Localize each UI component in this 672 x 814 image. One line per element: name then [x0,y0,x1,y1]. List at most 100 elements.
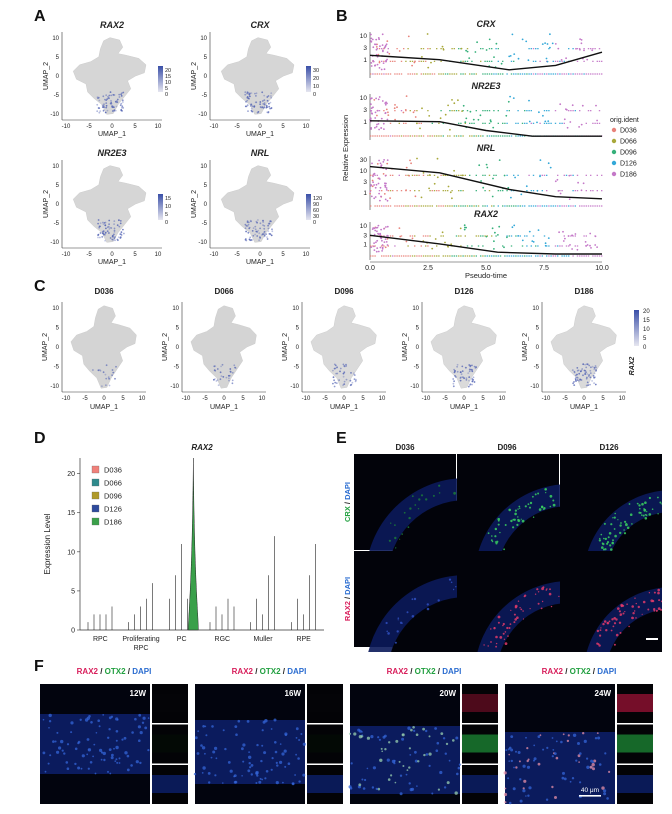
umap-expressing-cell [262,221,265,224]
pseudotime-cell [462,60,464,62]
scale-label: 30 [313,214,319,220]
pseudotime-cell [385,189,388,191]
stain-signal [653,609,656,612]
pseudotime-cell [596,255,598,257]
pseudotime-cell [513,224,516,227]
umap-cells [190,305,257,389]
pseudotime-cell [461,174,464,177]
pseudotime-cell [409,190,411,192]
pseudotime-cell [376,109,379,112]
pseudotime-cell [566,126,569,129]
nucleus [95,732,98,734]
nucleus [562,771,565,775]
pseudotime-cell [378,159,380,162]
pseudotime-cell [460,190,462,192]
umap-expressing-cell [244,227,247,230]
pseudotime-cell [510,190,513,192]
pseudotime-cell [469,255,471,257]
pseudotime-cell [510,235,513,237]
pseudotime-cell [596,174,598,176]
pseudotime-cell [407,73,409,75]
pseudotime-cell [510,73,513,75]
nucleus [263,751,267,755]
umap-expressing-cell [471,368,474,371]
stain-signal [455,586,457,588]
nucleus [222,729,225,732]
pseudotime-cell [547,120,550,122]
stain-signal [417,508,420,510]
pseudotime-cell [371,162,373,165]
pseudotime-cell [394,205,396,207]
pseudotime-cell [429,135,431,137]
stain-signal [503,638,506,640]
stain-signal [537,602,540,605]
pseudotime-cell [475,73,477,75]
pseudotime-cell [422,235,425,237]
nucleus [555,756,559,760]
pseudotime-cell [386,118,389,121]
nucleus [261,744,264,747]
umap-expressing-cell [465,366,467,369]
pseudotime-cell [585,122,587,124]
pseudotime-cell [376,48,378,50]
umap-expressing-cell [228,377,230,380]
pseudotime-cell [581,104,584,107]
pseudotime-cell [378,110,381,112]
stain-signal [626,526,630,530]
pseudotime-cell [486,135,488,137]
pseudotime-cell [554,122,557,124]
pseudotime-cell [411,205,414,207]
pseudotime-cell [394,245,396,247]
pseudotime-cell [384,174,387,177]
umap-expressing-cell [247,110,249,112]
umap-expressing-cell [97,369,100,372]
pseudotime-cell [568,245,570,247]
pseudotime-cell [551,42,554,45]
stain-label-part: RAX2 [542,667,564,676]
gene-title: CRX [250,20,270,30]
pseudotime-cell [460,60,462,62]
pseudotime-cell [576,245,579,247]
stain-signal [508,508,511,512]
pseudotime-cell [378,135,381,137]
pseudotime-cell [427,235,429,237]
pseudotime-cell [535,60,537,62]
pseudotime-cell [382,49,384,52]
umap-expressing-cell [105,104,108,107]
umap-expressing-cell [108,377,110,380]
umap-expressing-cell [261,106,264,109]
pseudotime-cell [502,122,504,124]
pseudotime-cell [576,48,579,50]
pseudotime-cell [568,205,570,207]
umap-expressing-cell [246,221,249,224]
pseudotime-cell [383,245,385,247]
pseudotime-cell [453,102,456,105]
pseudotime-cell [519,235,521,237]
x-tick-label: 5 [241,396,245,402]
y-tick-label: 10 [52,36,59,42]
stain-signal [411,495,414,498]
y-axis-title: UMAP_2 [522,333,529,361]
stain-signal [628,625,630,628]
pseudotime-cell [493,110,495,112]
umap-expressing-cell [110,94,113,97]
stain-signal [657,588,660,592]
pseudotime-cell [532,174,535,176]
pseudotime-cell [416,157,418,160]
pseudotime-cell [385,60,387,63]
stain-signal [420,494,424,497]
pseudotime-cell [524,73,526,75]
umap-expressing-cell [231,379,234,382]
pseudotime-cell [409,159,411,162]
pseudotime-cell [378,205,381,207]
umap-expressing-cell [116,98,119,101]
pseudotime-cell [370,195,373,198]
nucleus [249,766,252,769]
legend-swatch [91,504,100,513]
pseudotime-cell [497,110,499,112]
pseudotime-cell [559,190,561,192]
stain-signal [603,620,607,623]
nucleus [444,752,447,755]
nucleus [457,766,461,770]
